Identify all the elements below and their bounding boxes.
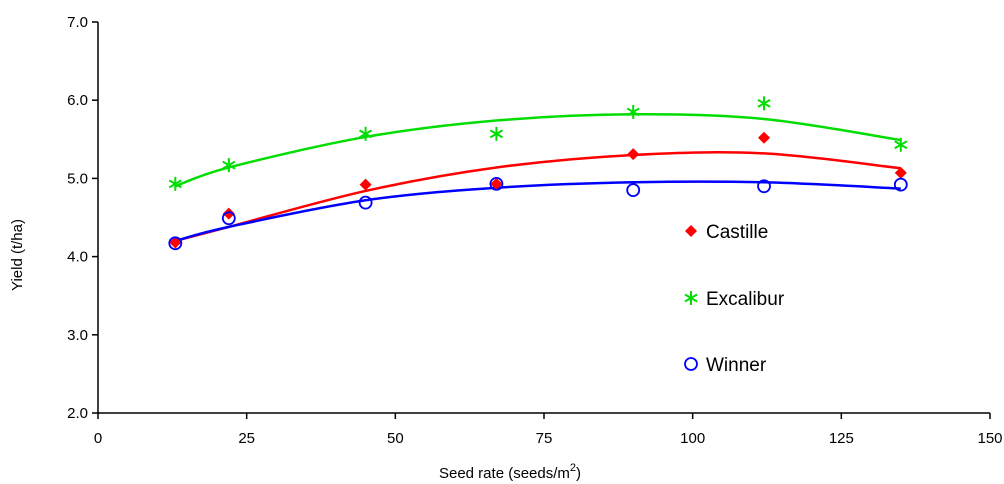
point-winner	[489, 176, 504, 191]
chart-marks	[168, 96, 908, 251]
legend-label-castille: Castille	[706, 222, 768, 243]
x-tick-label: 50	[387, 430, 404, 447]
legend-marker-castille	[685, 225, 697, 237]
x-tick-label: 75	[536, 430, 553, 447]
legend: Castille Excalibur Winner	[684, 222, 785, 376]
x-tick-label: 125	[829, 430, 854, 447]
point-winner	[893, 177, 908, 192]
plot-area: 2.0 3.0 4.0 5.0 6.0 7.0 0 25 50 75 100 125 150	[67, 14, 1002, 447]
y-tick-label: 4.0	[67, 249, 88, 266]
point-excalibur	[222, 158, 236, 173]
y-tick-label: 2.0	[67, 405, 88, 422]
trendline-castille	[174, 151, 901, 243]
trendline-excalibur	[174, 112, 901, 188]
point-castille	[222, 207, 235, 220]
x-tick-label: 100	[680, 430, 705, 447]
legend-marker-excalibur	[684, 291, 698, 305]
x-axis-title: Seed rate (seeds/m2)	[439, 462, 581, 482]
y-tick-label: 7.0	[67, 14, 88, 31]
point-winner	[757, 179, 771, 194]
legend-marker-winner	[684, 357, 698, 371]
y-axis-title: Yield (t/ha)	[9, 219, 26, 291]
point-winner	[168, 236, 183, 251]
point-excalibur	[757, 96, 771, 111]
point-excalibur	[168, 176, 182, 191]
x-tick-label: 0	[94, 430, 102, 447]
y-tick-label: 3.0	[67, 327, 88, 344]
point-castille	[490, 177, 503, 190]
x-tick-label: 150	[977, 430, 1002, 447]
point-excalibur	[489, 126, 503, 141]
point-castille	[627, 148, 640, 161]
legend-label-winner: Winner	[706, 355, 767, 376]
point-winner	[626, 183, 641, 198]
x-tick-label: 25	[238, 430, 255, 447]
point-winner	[221, 211, 236, 226]
y-tick-label: 5.0	[67, 170, 88, 187]
point-castille	[359, 178, 372, 191]
y-tick-label: 6.0	[67, 92, 88, 109]
point-castille	[894, 166, 907, 179]
point-excalibur	[894, 137, 908, 152]
point-castille	[758, 131, 771, 144]
point-winner	[358, 195, 373, 210]
point-excalibur	[359, 126, 373, 141]
legend-label-excalibur: Excalibur	[706, 289, 785, 310]
point-castille	[169, 236, 182, 249]
trendline-winner	[174, 180, 901, 243]
point-excalibur	[626, 104, 640, 119]
